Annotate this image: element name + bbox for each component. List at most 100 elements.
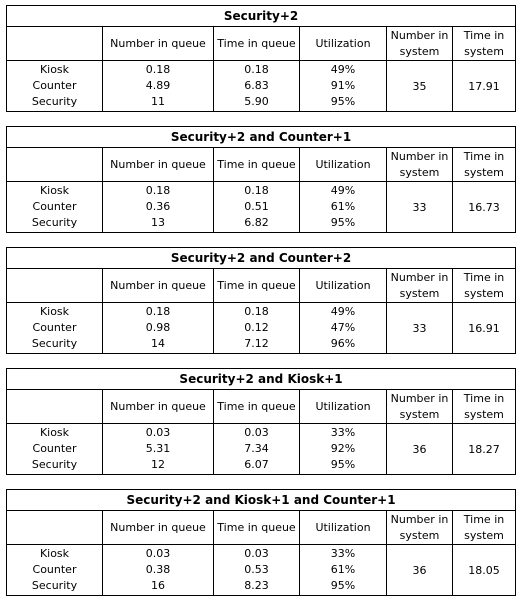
station-names: Kiosk Counter Security [6, 181, 103, 233]
utilization-value: 95% [330, 579, 356, 592]
header-time-in-system: Time in system [451, 26, 517, 61]
station-name: Security [31, 216, 78, 229]
utilization-value: 49% [330, 305, 356, 318]
header-time-in-queue: Time in queue [213, 147, 300, 182]
number-in-queue-value: 14 [151, 337, 165, 350]
time-in-queue-value: 0.18 [244, 184, 269, 197]
number-in-queue-value: 0.18 [145, 305, 171, 318]
number-in-queue-value: 4.89 [145, 79, 171, 92]
time-in-queue-value: 7.34 [244, 442, 269, 455]
station-name: Counter [32, 563, 77, 576]
station-name: Security [31, 337, 78, 350]
header-utilization: Utilization [299, 26, 387, 61]
station-name: Kiosk [39, 305, 70, 318]
header-number-in-queue: Number in queue [102, 510, 214, 545]
number-in-queue-value: 0.98 [145, 321, 171, 334]
utilization-value: 95% [330, 458, 356, 471]
number-in-queue-value: 0.18 [145, 63, 171, 76]
number-in-queue-values: 0.03 5.31 12 [102, 423, 214, 475]
station-name: Security [31, 95, 78, 108]
station-names: Kiosk Counter Security [6, 60, 103, 112]
header-time-in-queue: Time in queue [213, 510, 300, 545]
header-time-in-queue: Time in queue [213, 268, 300, 303]
scenario-table: Security+2 and Kiosk+1 and Counter+1 Numb… [5, 489, 517, 596]
number-in-queue-value: 0.38 [145, 563, 171, 576]
scenario-table: Security+2 and Kiosk+1 Number in queue Tim… [5, 368, 517, 475]
time-in-queue-value: 7.12 [244, 337, 269, 350]
station-name: Counter [32, 79, 77, 92]
time-in-queue-values: 0.18 6.83 5.90 [213, 60, 300, 112]
number-in-system-value: 36 [386, 544, 453, 596]
number-in-queue-value: 0.36 [145, 200, 171, 213]
time-in-queue-value: 0.51 [244, 200, 269, 213]
number-in-queue-value: 12 [151, 458, 165, 471]
number-in-system-value: 33 [386, 181, 453, 233]
utilization-value: 33% [330, 426, 356, 439]
number-in-queue-value: 16 [151, 579, 165, 592]
utilization-value: 96% [330, 337, 356, 350]
number-in-system-value: 36 [386, 423, 453, 475]
station-name: Counter [32, 442, 77, 455]
number-in-queue-value: 13 [151, 216, 165, 229]
number-in-queue-value: 0.18 [145, 184, 171, 197]
number-in-queue-values: 0.18 0.36 13 [102, 181, 214, 233]
utilization-value: 92% [330, 442, 356, 455]
header-utilization: Utilization [299, 147, 387, 182]
header-utilization: Utilization [299, 510, 387, 545]
header-number-in-queue: Number in queue [102, 26, 214, 61]
time-in-queue-values: 0.03 7.34 6.07 [213, 423, 300, 475]
header-number-in-system: Number in system [386, 268, 453, 303]
utilization-values: 49% 61% 95% [299, 181, 387, 233]
header-utilization: Utilization [299, 268, 387, 303]
header-number-in-queue: Number in queue [102, 268, 214, 303]
header-number-in-queue: Number in queue [102, 389, 214, 424]
time-in-queue-value: 0.12 [244, 321, 269, 334]
number-in-queue-value: 0.03 [145, 547, 171, 560]
header-blank [6, 268, 103, 303]
time-in-system-value: 16.91 [451, 302, 517, 354]
number-in-queue-value: 11 [151, 95, 165, 108]
number-in-queue-value: 0.03 [145, 426, 171, 439]
station-name: Security [31, 579, 78, 592]
time-in-queue-value: 0.03 [244, 426, 269, 439]
scenario-title: Security+2 and Kiosk+1 [5, 368, 517, 390]
station-name: Kiosk [39, 547, 70, 560]
header-number-in-system: Number in system [386, 147, 453, 182]
utilization-values: 33% 92% 95% [299, 423, 387, 475]
time-in-queue-value: 0.53 [244, 563, 269, 576]
scenario-table: Security+2 and Counter+1 Number in queue T… [5, 126, 517, 233]
header-blank [6, 26, 103, 61]
header-number-in-queue: Number in queue [102, 147, 214, 182]
scenario-title: Security+2 and Kiosk+1 and Counter+1 [5, 489, 517, 511]
header-number-in-system: Number in system [386, 389, 453, 424]
scenario-table: Security+2 Number in queue Time in queue Ut… [5, 5, 517, 112]
header-time-in-queue: Time in queue [213, 26, 300, 61]
time-in-system-value: 17.91 [451, 60, 517, 112]
header-number-in-system: Number in system [386, 26, 453, 61]
header-time-in-queue: Time in queue [213, 389, 300, 424]
station-name: Kiosk [39, 184, 70, 197]
header-blank [6, 389, 103, 424]
number-in-system-value: 33 [386, 302, 453, 354]
utilization-value: 91% [330, 79, 356, 92]
utilization-values: 49% 47% 96% [299, 302, 387, 354]
scenario-tables: Security+2 Number in queue Time in queue Ut… [5, 5, 517, 610]
time-in-system-value: 18.05 [451, 544, 517, 596]
time-in-queue-values: 0.18 0.51 6.82 [213, 181, 300, 233]
time-in-queue-value: 0.18 [244, 305, 269, 318]
header-blank [6, 510, 103, 545]
utilization-value: 49% [330, 63, 356, 76]
utilization-value: 61% [330, 200, 356, 213]
station-name: Counter [32, 321, 77, 334]
header-utilization: Utilization [299, 389, 387, 424]
utilization-value: 33% [330, 547, 356, 560]
header-time-in-system: Time in system [451, 510, 517, 545]
utilization-value: 61% [330, 563, 356, 576]
scenario-title: Security+2 and Counter+1 [5, 126, 517, 148]
station-name: Security [31, 458, 78, 471]
station-name: Kiosk [39, 426, 70, 439]
time-in-queue-value: 0.03 [244, 547, 269, 560]
time-in-system-value: 18.27 [451, 423, 517, 475]
utilization-values: 49% 91% 95% [299, 60, 387, 112]
number-in-queue-value: 5.31 [145, 442, 171, 455]
